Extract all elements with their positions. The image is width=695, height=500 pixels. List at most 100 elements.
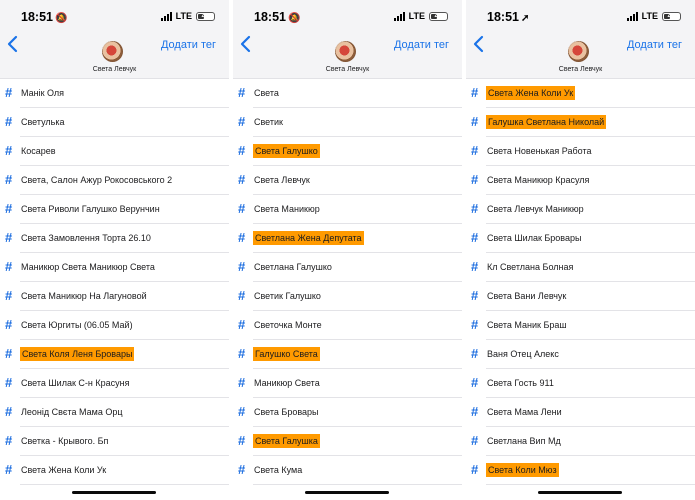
- battery-icon: 40: [662, 11, 681, 21]
- status-bar: 18:51 🔕 LTE 40: [0, 0, 229, 30]
- tag-row[interactable]: # Светик: [233, 108, 462, 137]
- status-bar: 18:51 ➚ LTE 40: [466, 0, 695, 30]
- hashtag-icon: #: [238, 317, 246, 332]
- tag-label: Света Маник Браш: [487, 320, 567, 330]
- tag-label: Маникюр Света: [254, 378, 320, 388]
- battery-icon: 40: [196, 11, 215, 21]
- tag-row[interactable]: # Света Галушка: [233, 427, 462, 456]
- tag-row[interactable]: # Света Жена Коли Ук: [466, 79, 695, 108]
- back-chevron-icon[interactable]: [239, 34, 253, 54]
- hashtag-icon: #: [471, 230, 479, 245]
- hashtag-icon: #: [471, 288, 479, 303]
- back-chevron-icon[interactable]: [6, 34, 20, 54]
- tag-row[interactable]: # Светик Галушко: [233, 282, 462, 311]
- hashtag-icon: #: [471, 462, 479, 477]
- tag-row[interactable]: # Света Маникюр: [233, 195, 462, 224]
- tag-row[interactable]: # Света Мама Лени: [466, 398, 695, 427]
- battery-level-fill: [664, 13, 670, 19]
- contact-avatar[interactable]: [335, 41, 356, 62]
- silent-bell-icon: 🔕: [287, 13, 301, 24]
- tag-row[interactable]: # Света Маник Браш: [466, 311, 695, 340]
- tag-row[interactable]: # Света Жена Коли Ук: [0, 456, 229, 485]
- tag-row[interactable]: # Света Бровары: [233, 398, 462, 427]
- tag-row[interactable]: # Леонід Свєта Мама Орц: [0, 398, 229, 427]
- back-chevron-icon[interactable]: [472, 34, 486, 54]
- add-tag-button[interactable]: Додати тег: [160, 39, 216, 51]
- hashtag-icon: #: [471, 346, 479, 361]
- tag-row[interactable]: # Света Галушко: [233, 137, 462, 166]
- network-type: LTE: [408, 11, 425, 21]
- contact-header: 18:51 ➚ LTE 40 Света Левчук Додати тег: [466, 0, 695, 79]
- screen-panel-1: 18:51 🔕 LTE 40 Света Левчук Додати тег # Манік …: [0, 0, 229, 500]
- battery-level-fill: [431, 13, 437, 19]
- add-tag-button[interactable]: Додати тег: [393, 39, 449, 51]
- hashtag-icon: #: [5, 172, 13, 187]
- tag-row[interactable]: # Светлана Галушко: [233, 253, 462, 282]
- tag-row[interactable]: # Манік Оля: [0, 79, 229, 108]
- hashtag-icon: #: [238, 114, 246, 129]
- tag-row[interactable]: # Светочка Монте: [233, 311, 462, 340]
- tag-row[interactable]: # Света Левчук: [233, 166, 462, 195]
- battery-level-fill: [198, 13, 204, 19]
- hashtag-icon: #: [471, 114, 479, 129]
- hashtag-icon: #: [238, 85, 246, 100]
- contact-avatar[interactable]: [102, 41, 123, 62]
- tag-row[interactable]: # Света Коли Мюз: [466, 456, 695, 485]
- tag-row[interactable]: # Светлана Вип Мд: [466, 427, 695, 456]
- home-indicator[interactable]: [305, 491, 389, 494]
- hashtag-icon: #: [471, 404, 479, 419]
- contact-avatar[interactable]: [568, 41, 589, 62]
- hashtag-icon: #: [471, 433, 479, 448]
- tag-row[interactable]: # Светулька: [0, 108, 229, 137]
- hashtag-icon: #: [471, 259, 479, 274]
- tag-row[interactable]: # Света Вани Левчук: [466, 282, 695, 311]
- contact-header: 18:51 🔕 LTE 40 Света Левчук Додати тег: [0, 0, 229, 79]
- tag-row[interactable]: # Света Новенькая Работа: [466, 137, 695, 166]
- tag-row[interactable]: # Косарев: [0, 137, 229, 166]
- tag-row[interactable]: # Ваня Отец Алекс: [466, 340, 695, 369]
- tag-row[interactable]: # Кл Светлана Болная: [466, 253, 695, 282]
- tag-row[interactable]: # Света Юргиты (06.05 Май): [0, 311, 229, 340]
- hashtag-icon: #: [238, 172, 246, 187]
- home-indicator[interactable]: [538, 491, 622, 494]
- hashtag-icon: #: [5, 346, 13, 361]
- screen-panel-2: 18:51 🔕 LTE 40 Света Левчук Додати тег # Света #…: [233, 0, 462, 500]
- tag-row[interactable]: # Света Замовлення Торта 26.10: [0, 224, 229, 253]
- battery-icon: 40: [429, 11, 448, 21]
- hashtag-icon: #: [238, 230, 246, 245]
- tag-row[interactable]: # Света, Салон Ажур Рокосовського 2: [0, 166, 229, 195]
- tag-label: Леонід Свєта Мама Орц: [21, 407, 123, 417]
- tag-row[interactable]: # Света Шилак Бровары: [466, 224, 695, 253]
- tag-row[interactable]: # Света Левчук Маникюр: [466, 195, 695, 224]
- tag-row[interactable]: # Света Риволи Галушко Верунчин: [0, 195, 229, 224]
- hashtag-icon: #: [471, 143, 479, 158]
- status-time: 18:51 ➚: [487, 10, 529, 24]
- battery-percent: 40: [667, 12, 676, 20]
- hashtag-icon: #: [5, 85, 13, 100]
- add-tag-button[interactable]: Додати тег: [626, 39, 682, 51]
- tag-label: Светлана Вип Мд: [487, 436, 561, 446]
- tag-row[interactable]: # Света Маникюр Красуля: [466, 166, 695, 195]
- tag-row[interactable]: # Маникюр Света: [233, 369, 462, 398]
- tag-row[interactable]: # Галушко Света: [233, 340, 462, 369]
- tag-label: Света Вани Левчук: [487, 291, 567, 301]
- status-indicators: LTE 40: [393, 11, 448, 21]
- tag-row[interactable]: # Света Гость 911: [466, 369, 695, 398]
- tag-label: Света: [254, 88, 279, 98]
- tag-row[interactable]: # Света Коля Леня Бровары: [0, 340, 229, 369]
- status-indicators: LTE 40: [626, 11, 681, 21]
- tag-row[interactable]: # Света Кума: [233, 456, 462, 485]
- tag-row[interactable]: # Маникюр Света Маникюр Света: [0, 253, 229, 282]
- tag-row[interactable]: # Галушка Светлана Николай: [466, 108, 695, 137]
- hashtag-icon: #: [238, 143, 246, 158]
- tag-label: Света Замовлення Торта 26.10: [21, 233, 151, 243]
- tag-row[interactable]: # Света Шилак С-н Красуня: [0, 369, 229, 398]
- tag-row[interactable]: # Света Маникюр На Лагуновой: [0, 282, 229, 311]
- hashtag-icon: #: [238, 462, 246, 477]
- home-indicator[interactable]: [72, 491, 156, 494]
- tag-label: Света Юргиты (06.05 Май): [21, 320, 133, 330]
- tag-row[interactable]: # Светлана Жена Депутата: [233, 224, 462, 253]
- tag-row[interactable]: # Света: [233, 79, 462, 108]
- tag-label: Света Жена Коли Ук: [21, 465, 107, 475]
- tag-row[interactable]: # Светка - Крывого. Бп: [0, 427, 229, 456]
